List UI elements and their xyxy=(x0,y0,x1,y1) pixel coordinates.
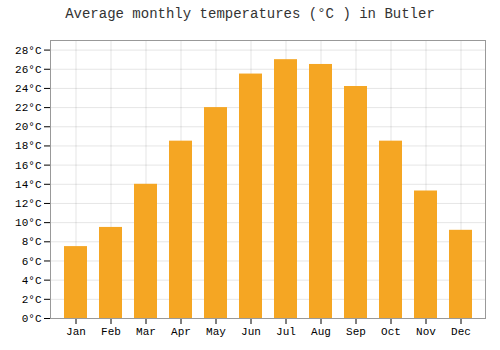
svg-text:Feb: Feb xyxy=(101,326,121,338)
svg-text:Oct: Oct xyxy=(381,326,401,338)
svg-text:18°C: 18°C xyxy=(15,140,42,152)
html-text:Average monthly temperatures (: Average monthly temperatures (°C ) in Bu… xyxy=(65,6,435,22)
svg-text:Apr: Apr xyxy=(171,326,191,338)
svg-text:22°C: 22°C xyxy=(15,102,42,114)
svg-text:6°C: 6°C xyxy=(22,256,42,268)
svg-text:May: May xyxy=(206,326,226,338)
svg-text:Nov: Nov xyxy=(416,326,436,338)
svg-text:Aug: Aug xyxy=(311,326,331,338)
svg-text:Mar: Mar xyxy=(136,326,156,338)
svg-text:Jan: Jan xyxy=(66,326,86,338)
svg-text:8°C: 8°C xyxy=(22,236,42,248)
svg-text:14°C: 14°C xyxy=(15,179,42,191)
svg-text:10°C: 10°C xyxy=(15,217,42,229)
svg-text:Jun: Jun xyxy=(241,326,261,338)
svg-text:26°C: 26°C xyxy=(15,64,42,76)
svg-text:20°C: 20°C xyxy=(15,121,42,133)
svg-text:12°C: 12°C xyxy=(15,198,42,210)
svg-text:2°C: 2°C xyxy=(22,294,42,306)
svg-text:Dec: Dec xyxy=(451,326,471,338)
svg-text:24°C: 24°C xyxy=(15,83,42,95)
svg-text:0°C: 0°C xyxy=(22,313,42,325)
svg-text:Jul: Jul xyxy=(276,326,296,338)
svg-text:4°C: 4°C xyxy=(22,275,42,287)
svg-text:Sep: Sep xyxy=(346,326,366,338)
svg-text:28°C: 28°C xyxy=(15,45,42,57)
svg-text:16°C: 16°C xyxy=(15,160,42,172)
